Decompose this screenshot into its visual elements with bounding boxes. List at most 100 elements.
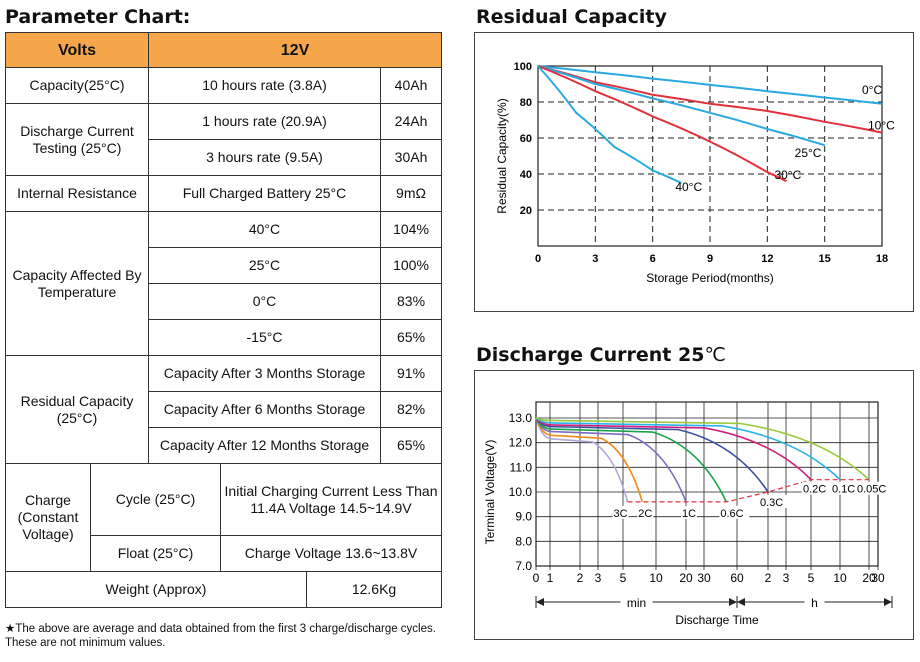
unit-h-label: h bbox=[811, 596, 818, 610]
discharge-curve bbox=[535, 417, 687, 503]
arrow-head bbox=[729, 598, 737, 606]
discharge-curve bbox=[535, 417, 769, 493]
y-tick-label: 60 bbox=[520, 133, 532, 145]
curve-label: 0.1C bbox=[832, 484, 855, 496]
float-value: Charge Voltage 13.6~13.8V bbox=[219, 535, 443, 572]
curve-label-bg bbox=[759, 495, 789, 508]
temp-25-value: 100% bbox=[379, 247, 443, 284]
residual-3-months: Capacity After 3 Months Storage bbox=[148, 355, 381, 392]
residual-6-months-value: 82% bbox=[379, 391, 443, 428]
discharge-curve bbox=[535, 417, 728, 503]
chart-frame bbox=[474, 32, 914, 312]
x-tick-label: 0 bbox=[535, 253, 541, 265]
series-line bbox=[537, 65, 787, 183]
arrow-head bbox=[536, 598, 544, 606]
discharge-curve bbox=[535, 417, 629, 503]
curve-label-bg bbox=[856, 481, 893, 495]
x-tick-label: 30 bbox=[697, 571, 711, 585]
discharge-title-text: Discharge Current 25 bbox=[476, 344, 705, 366]
curve-label-bg bbox=[681, 505, 697, 519]
x-tick-label: 5 bbox=[808, 571, 815, 585]
x-tick-label: 3 bbox=[783, 571, 790, 585]
y-tick-label: 12.0 bbox=[509, 436, 533, 450]
x-tick-label: 20 bbox=[862, 571, 876, 585]
y-tick-label: 100 bbox=[514, 61, 532, 73]
x-tick-label: 10 bbox=[649, 571, 663, 585]
x-axis-label: Discharge Time bbox=[675, 613, 759, 627]
y-tick-label: 80 bbox=[520, 97, 532, 109]
plot-area bbox=[537, 65, 883, 247]
discharge-curve bbox=[535, 417, 870, 481]
x-tick-label: 20 bbox=[679, 571, 693, 585]
discharge-rate-1: 1 hours rate (20.9A) bbox=[148, 103, 381, 140]
series-line bbox=[537, 65, 825, 147]
temperature-label: Capacity Affected By Temperature bbox=[5, 211, 149, 356]
x-tick-label: 18 bbox=[876, 253, 888, 265]
curve-label-bg bbox=[637, 505, 654, 519]
x-tick-label: 3 bbox=[592, 253, 598, 265]
residual-12-months: Capacity After 12 Months Storage bbox=[148, 427, 381, 464]
discharge-curve bbox=[535, 417, 841, 481]
parameter-table: Volts 12V Capacity(25°C) 10 hours rate (… bbox=[5, 32, 443, 608]
y-axis-label: Terminal Voltage(V) bbox=[483, 440, 497, 545]
residual-12-months-value: 65% bbox=[379, 427, 443, 464]
curve-label: 3C bbox=[614, 508, 628, 520]
discharge-value-1: 24Ah bbox=[379, 103, 443, 140]
x-axis-label: Storage Period(months) bbox=[646, 271, 773, 285]
x-tick-label: 3 bbox=[595, 571, 602, 585]
temp-0: 0°C bbox=[148, 283, 381, 320]
temp-minus15: -15°C bbox=[148, 319, 381, 356]
curve-label-bg bbox=[831, 481, 861, 495]
x-tick-label: 1 bbox=[547, 571, 554, 585]
x-tick-label: 15 bbox=[819, 253, 831, 265]
internal-resistance-label: Internal Resistance bbox=[5, 175, 149, 212]
x-tick-label: 9 bbox=[707, 253, 713, 265]
curve-label: 0.05C bbox=[857, 484, 886, 496]
curve-label-bg bbox=[612, 505, 629, 519]
x-tick-label: 6 bbox=[650, 253, 656, 265]
temp-40-value: 104% bbox=[379, 211, 443, 248]
series-line bbox=[537, 65, 883, 134]
series-label: 10°C bbox=[868, 119, 895, 133]
x-tick-label: 12 bbox=[761, 253, 773, 265]
curve-label: 0.3C bbox=[760, 497, 783, 509]
x-tick-label: 5 bbox=[620, 571, 627, 585]
y-tick-label: 20 bbox=[520, 205, 532, 217]
volts-value: 12V bbox=[147, 32, 443, 68]
curve-label: 1C bbox=[682, 508, 696, 520]
curve-label-bg bbox=[802, 481, 832, 495]
residual-3-months-value: 91% bbox=[379, 355, 443, 392]
series-line bbox=[537, 65, 682, 184]
y-axis-label: Residual Capacity(%) bbox=[495, 98, 509, 213]
float-label: Float (25°C) bbox=[90, 535, 221, 572]
capacity-rate: 10 hours rate (3.8A) bbox=[148, 67, 381, 104]
discharge-title-unit: ℃ bbox=[704, 344, 726, 366]
y-tick-label: 10.0 bbox=[509, 485, 533, 499]
cycle-label: Cycle (25°C) bbox=[90, 463, 221, 536]
temp-0-value: 83% bbox=[379, 283, 443, 320]
y-tick-label: 8.0 bbox=[515, 534, 532, 548]
discharge-label: Discharge Current Testing (25°C) bbox=[5, 103, 149, 176]
cycle-value: Initial Charging Current Less Than 11.4A… bbox=[219, 463, 443, 536]
discharge-current-chart: 7.08.09.010.011.012.013.00 1 2 3 5 10 20 30 60 2 3… bbox=[474, 370, 914, 640]
charge-label: Charge (Constant Voltage) bbox=[5, 463, 91, 572]
discharge-curve bbox=[535, 417, 812, 481]
temp-25: 25°C bbox=[148, 247, 381, 284]
discharge-value-2: 30Ah bbox=[379, 139, 443, 176]
capacity-value: 40Ah bbox=[379, 67, 443, 104]
y-tick-label: 40 bbox=[520, 169, 532, 181]
unit-bg bbox=[804, 594, 825, 610]
arrow-head bbox=[884, 598, 892, 606]
residual-6-months: Capacity After 6 Months Storage bbox=[148, 391, 381, 428]
y-tick-label: 7.0 bbox=[515, 559, 532, 573]
curve-label: 0.2C bbox=[803, 484, 826, 496]
unit-bg bbox=[620, 594, 653, 610]
internal-resistance-condition: Full Charged Battery 25°C bbox=[148, 175, 381, 212]
discharge-current-title: Discharge Current 25℃ bbox=[476, 344, 726, 366]
residual-capacity-title: Residual Capacity bbox=[476, 6, 667, 28]
y-tick-label: 11.0 bbox=[510, 460, 533, 474]
arrow-head bbox=[737, 598, 745, 606]
cutoff-line bbox=[627, 479, 869, 503]
series-label: 0°C bbox=[862, 83, 882, 97]
residual-capacity-chart: 20 40 60 80 100 0 3 6 9 12 15 18 Storage Period(mont… bbox=[474, 32, 914, 312]
